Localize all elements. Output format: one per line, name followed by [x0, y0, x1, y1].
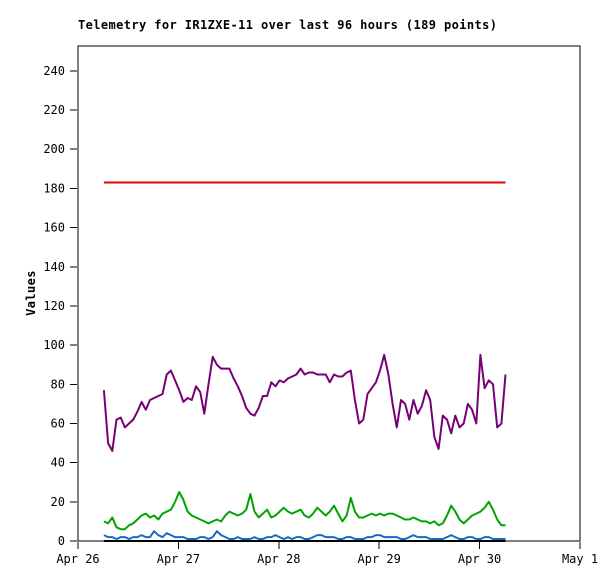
- x-tick-label: Apr 26: [56, 552, 99, 566]
- y-tick-label: 80: [51, 377, 65, 391]
- plot-frame: [77, 45, 581, 542]
- y-tick-label: 120: [43, 299, 65, 313]
- blue-line: [103, 530, 506, 540]
- x-tick-label: Apr 30: [458, 552, 501, 566]
- y-tick-label: 180: [43, 181, 65, 195]
- y-tick-label: 100: [43, 338, 65, 352]
- y-tick-label: 220: [43, 103, 65, 117]
- y-tick-label: 40: [51, 456, 65, 470]
- y-tick-label: 160: [43, 221, 65, 235]
- green-line: [103, 491, 506, 531]
- y-tick-label: 200: [43, 142, 65, 156]
- x-tick-label: May 1: [562, 552, 598, 566]
- chart-title: Telemetry for IR1ZXE-11 over last 96 hou…: [78, 18, 498, 32]
- y-tick-label: 20: [51, 495, 65, 509]
- x-tick-label: Apr 29: [358, 552, 401, 566]
- y-tick-label: 140: [43, 260, 65, 274]
- y-tick-label: 0: [58, 534, 65, 548]
- x-tick-label: Apr 27: [157, 552, 200, 566]
- y-tick-label: 60: [51, 416, 65, 430]
- y-axis-label: Values: [24, 270, 38, 316]
- purple-line: [102, 353, 507, 452]
- x-tick-label: Apr 28: [257, 552, 300, 566]
- y-tick-label: 240: [43, 64, 65, 78]
